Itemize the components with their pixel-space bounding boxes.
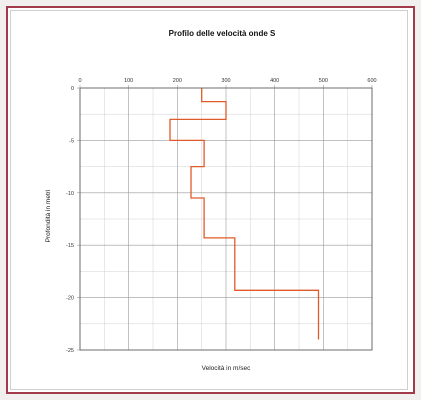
x-tick-label: 100 (124, 78, 133, 84)
y-tick-label: 0 (71, 86, 74, 92)
y-tick-label: -20 (66, 296, 74, 302)
chart-title: Profilo delle velocità onde S (169, 29, 276, 38)
y-tick-label: -5 (69, 138, 74, 144)
plot-border (79, 87, 373, 351)
x-tick-label: 0 (78, 78, 81, 84)
x-tick-label: 600 (367, 78, 376, 84)
tick-labels: 0 100 200 300 400 500 600 0 -5 -10 -15 -20 -25 (66, 78, 377, 354)
y-tick-label: -25 (66, 348, 74, 354)
grid (77, 85, 373, 351)
x-tick-label: 200 (173, 78, 182, 84)
x-axis-label: Velocità in m/sec (202, 365, 252, 372)
y-axis-label: Profondità in metri (45, 190, 52, 243)
x-tick-label: 300 (221, 78, 230, 84)
y-tick-label: -10 (66, 191, 74, 197)
x-tick-label: 500 (319, 78, 328, 84)
series-line-velocity (169, 88, 320, 340)
x-tick-label: 400 (270, 78, 279, 84)
chart-panel (10, 10, 408, 390)
y-tick-label: -15 (66, 243, 74, 249)
